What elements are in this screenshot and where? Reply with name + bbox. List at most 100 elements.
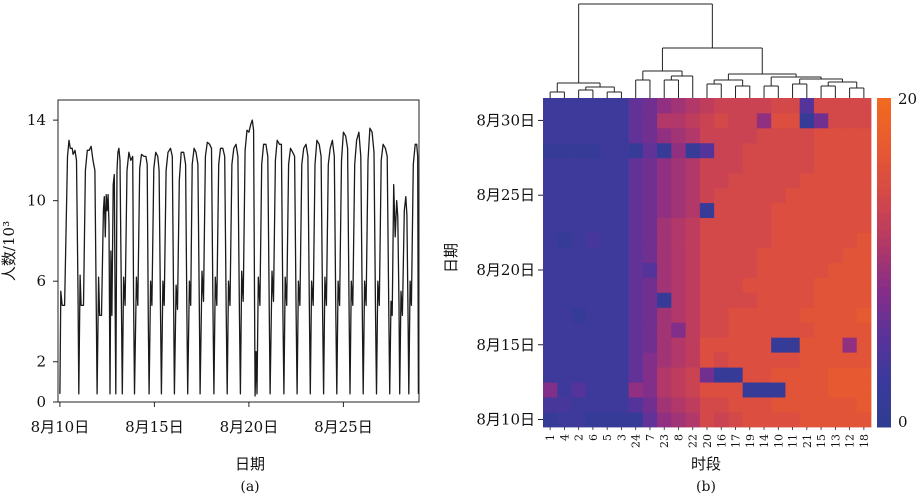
heatmap-cell bbox=[842, 262, 858, 278]
heatmap-cell bbox=[742, 382, 758, 398]
heatmap-cell bbox=[771, 127, 786, 144]
heatmap-cell bbox=[742, 397, 758, 413]
heatmap-cell bbox=[557, 322, 572, 338]
heatmap-cell bbox=[642, 382, 658, 398]
heatmap-cell bbox=[756, 157, 772, 174]
heatmap-cell bbox=[813, 157, 829, 174]
heatmap-cell bbox=[785, 292, 801, 308]
column-tick-label: 1 bbox=[544, 434, 557, 441]
heatmap-cell bbox=[685, 352, 701, 368]
heatmap-cell bbox=[571, 277, 587, 293]
heatmap-cell bbox=[828, 352, 843, 368]
heatmap-cell bbox=[585, 232, 601, 248]
heatmap-cell bbox=[828, 337, 843, 353]
heatmap-cell bbox=[642, 142, 658, 159]
heatmap-cell bbox=[785, 187, 801, 204]
heatmap-cell bbox=[671, 157, 687, 174]
heatmap-cell bbox=[699, 397, 715, 413]
colorbar-segment bbox=[877, 114, 891, 124]
heatmap-cell bbox=[685, 307, 701, 323]
column-tick-label: 11 bbox=[787, 434, 800, 448]
heatmap-cell bbox=[828, 397, 843, 413]
heatmap-cell bbox=[756, 262, 772, 278]
heatmap-cell bbox=[642, 277, 658, 293]
heatmap-cell bbox=[799, 352, 815, 368]
heatmap-cell bbox=[728, 127, 744, 144]
heatmap-cell bbox=[856, 127, 872, 144]
heatmap-cell bbox=[557, 367, 572, 383]
colorbar-segment bbox=[877, 394, 891, 403]
heatmap-cell bbox=[585, 202, 601, 219]
heatmap-cell bbox=[728, 307, 744, 323]
heatmap-cell bbox=[771, 367, 786, 383]
heatmap-cell bbox=[799, 217, 815, 233]
heatmap-cell bbox=[657, 322, 672, 338]
heatmap-cell bbox=[842, 307, 858, 323]
heatmap-cell bbox=[557, 307, 572, 323]
heatmap-cell bbox=[642, 322, 658, 338]
heatmap-cell bbox=[728, 142, 744, 159]
heatmap-cell bbox=[756, 142, 772, 159]
heatmap-cell bbox=[614, 172, 629, 189]
heatmap-cell bbox=[671, 172, 687, 189]
heatmap-cell bbox=[642, 187, 658, 204]
heatmap-cell bbox=[785, 98, 801, 114]
heatmap-cell bbox=[571, 142, 587, 159]
heatmap-cell bbox=[543, 262, 558, 278]
heatmap-cell bbox=[785, 157, 801, 174]
heatmap-cell bbox=[728, 217, 744, 233]
heatmap-cell bbox=[785, 397, 801, 413]
heatmap-cell bbox=[543, 412, 558, 428]
heatmap-cell bbox=[813, 292, 829, 308]
heatmap-cell bbox=[699, 98, 715, 114]
heatmap-cell bbox=[600, 412, 615, 428]
heatmap-cell bbox=[842, 157, 858, 174]
heatmap-cell bbox=[699, 172, 715, 189]
heatmap-cell bbox=[756, 172, 772, 189]
heatmap-cell bbox=[842, 112, 858, 129]
heatmap-cell bbox=[600, 112, 615, 129]
heatmap-cell bbox=[756, 337, 772, 353]
row-axis: 8月10日 8月15日 8月20日 8月25日 8月30日 bbox=[476, 111, 543, 429]
heatmap-cell bbox=[714, 202, 729, 219]
heatmap-cell bbox=[842, 367, 858, 383]
heatmap-cell bbox=[557, 277, 572, 293]
heatmap-cell bbox=[571, 292, 587, 308]
heatmap-cell bbox=[600, 397, 615, 413]
heatmap-cell bbox=[828, 247, 843, 263]
heatmap-cell bbox=[685, 397, 701, 413]
heatmap-cell bbox=[657, 127, 672, 144]
heatmap-cell bbox=[543, 292, 558, 308]
heatmap-cell bbox=[628, 202, 644, 219]
heatmap-cell bbox=[571, 157, 587, 174]
heatmap-cell bbox=[600, 382, 615, 398]
heatmap-cell bbox=[557, 412, 572, 428]
heatmap-cell bbox=[728, 337, 744, 353]
heatmap-cell bbox=[699, 322, 715, 338]
heatmap-cell bbox=[671, 142, 687, 159]
heatmap-cell bbox=[642, 292, 658, 308]
heatmap-cell bbox=[799, 382, 815, 398]
heatmap-cell bbox=[813, 142, 829, 159]
heatmap-cell bbox=[685, 127, 701, 144]
heatmap-cell bbox=[543, 352, 558, 368]
row-tick-label: 8月20日 bbox=[476, 261, 535, 279]
heatmap-cell bbox=[842, 337, 858, 353]
heatmap-cell bbox=[657, 247, 672, 263]
heatmap-cell bbox=[714, 397, 729, 413]
heatmap-cell bbox=[614, 382, 629, 398]
heatmap-cell bbox=[543, 337, 558, 353]
heatmap-cell bbox=[642, 98, 658, 114]
heatmap-cell bbox=[699, 262, 715, 278]
heatmap-cell bbox=[685, 412, 701, 428]
heatmap-cell bbox=[771, 187, 786, 204]
heatmap-cell bbox=[557, 217, 572, 233]
heatmap-cell bbox=[600, 172, 615, 189]
heatmap-cell bbox=[685, 157, 701, 174]
heatmap-cell bbox=[728, 232, 744, 248]
heatmap-cell bbox=[756, 277, 772, 293]
heatmap-cell bbox=[657, 157, 672, 174]
column-tick-label: 3 bbox=[615, 434, 628, 441]
heatmap-cell bbox=[785, 247, 801, 263]
colorbar-segment bbox=[877, 278, 891, 288]
